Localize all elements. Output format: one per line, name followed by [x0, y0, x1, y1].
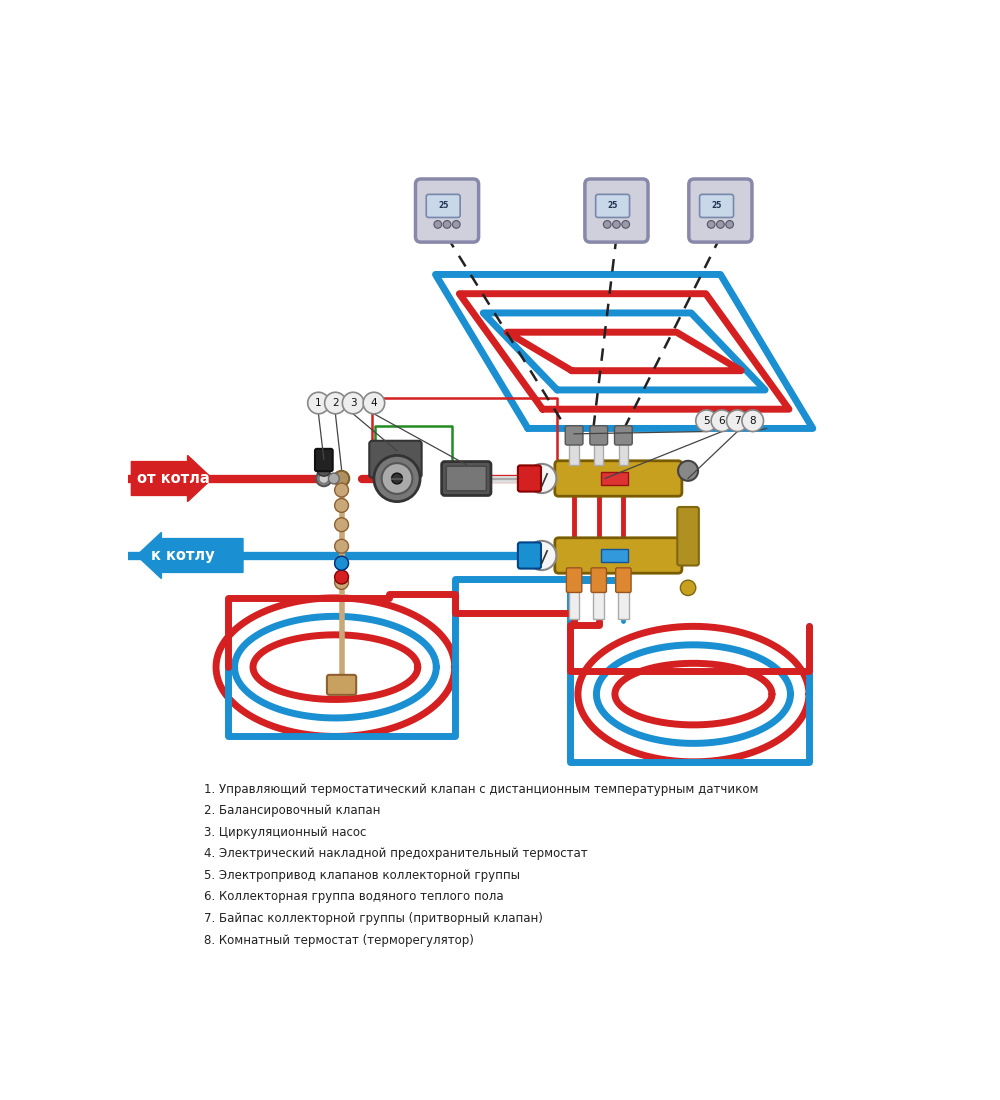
FancyBboxPatch shape	[591, 568, 606, 593]
FancyBboxPatch shape	[615, 426, 632, 446]
Circle shape	[335, 557, 348, 570]
Text: 5. Электропривод клапанов коллекторной группы: 5. Электропривод клапанов коллекторной г…	[205, 869, 520, 882]
FancyBboxPatch shape	[566, 568, 582, 593]
Circle shape	[707, 220, 715, 229]
Text: 3. Циркуляционный насос: 3. Циркуляционный насос	[205, 826, 367, 839]
Bar	[601, 472, 628, 485]
Text: 7. Байпас коллекторной группы (притворный клапан): 7. Байпас коллекторной группы (притворны…	[205, 912, 543, 925]
Text: 2. Балансировочный клапан: 2. Балансировочный клапан	[205, 804, 381, 817]
Circle shape	[726, 220, 733, 229]
Circle shape	[434, 220, 442, 229]
Circle shape	[678, 461, 698, 481]
FancyBboxPatch shape	[585, 179, 648, 242]
FancyBboxPatch shape	[415, 179, 479, 242]
Circle shape	[319, 473, 329, 484]
Circle shape	[711, 410, 733, 431]
Text: 4: 4	[371, 398, 377, 408]
Circle shape	[527, 464, 556, 493]
Circle shape	[334, 471, 349, 486]
Text: 6: 6	[719, 416, 725, 426]
FancyArrow shape	[137, 532, 243, 579]
Text: 8. Комнатный термостат (терморегулятор): 8. Комнатный термостат (терморегулятор)	[205, 934, 474, 947]
Text: 4. Электрический накладной предохранительный термостат: 4. Электрический накладной предохранител…	[205, 847, 588, 860]
FancyBboxPatch shape	[616, 568, 631, 593]
Text: к котлу: к котлу	[151, 548, 215, 563]
FancyBboxPatch shape	[555, 461, 682, 496]
Circle shape	[328, 473, 339, 484]
Circle shape	[308, 393, 329, 414]
Circle shape	[603, 220, 611, 229]
Circle shape	[363, 393, 385, 414]
Text: 7: 7	[734, 416, 741, 426]
Circle shape	[717, 220, 724, 229]
Text: от котла: от котла	[137, 471, 210, 486]
Bar	[618, 580, 629, 618]
FancyBboxPatch shape	[446, 466, 486, 491]
Circle shape	[727, 410, 748, 431]
Circle shape	[335, 575, 348, 590]
Bar	[594, 443, 603, 464]
FancyBboxPatch shape	[590, 426, 608, 446]
FancyBboxPatch shape	[327, 674, 356, 695]
Circle shape	[342, 393, 364, 414]
FancyArrow shape	[131, 455, 212, 502]
Text: 25: 25	[438, 201, 448, 210]
Circle shape	[335, 498, 348, 513]
Circle shape	[317, 462, 331, 476]
FancyBboxPatch shape	[596, 195, 630, 218]
FancyBboxPatch shape	[315, 449, 333, 471]
Circle shape	[527, 541, 556, 570]
Circle shape	[382, 463, 412, 494]
FancyBboxPatch shape	[426, 195, 460, 218]
Circle shape	[443, 220, 451, 229]
Bar	[601, 549, 628, 562]
Bar	[569, 580, 579, 618]
FancyBboxPatch shape	[555, 538, 682, 573]
Text: 25: 25	[607, 201, 618, 210]
Circle shape	[696, 410, 717, 431]
Circle shape	[452, 220, 460, 229]
Circle shape	[335, 483, 348, 497]
FancyBboxPatch shape	[689, 179, 752, 242]
Text: 1: 1	[315, 398, 322, 408]
FancyBboxPatch shape	[442, 462, 491, 495]
FancyBboxPatch shape	[700, 195, 733, 218]
Circle shape	[680, 580, 696, 595]
Circle shape	[316, 471, 332, 486]
Text: 2: 2	[332, 398, 339, 408]
FancyBboxPatch shape	[677, 507, 699, 565]
FancyBboxPatch shape	[369, 441, 422, 477]
FancyBboxPatch shape	[518, 465, 541, 492]
Circle shape	[622, 220, 630, 229]
Circle shape	[335, 518, 348, 531]
Circle shape	[392, 473, 402, 484]
Text: 1. Управляющий термостатический клапан с дистанционным температурным датчиком: 1. Управляющий термостатический клапан с…	[205, 783, 759, 795]
Circle shape	[374, 455, 420, 502]
Bar	[619, 443, 628, 464]
FancyBboxPatch shape	[518, 542, 541, 569]
Text: 25: 25	[711, 201, 722, 210]
Bar	[593, 580, 604, 618]
Text: 8: 8	[749, 416, 756, 426]
Text: 3: 3	[350, 398, 356, 408]
Circle shape	[335, 570, 348, 584]
Circle shape	[325, 393, 346, 414]
Text: 5: 5	[703, 416, 710, 426]
Bar	[569, 443, 579, 464]
Text: 6. Коллекторная группа водяного теплого пола: 6. Коллекторная группа водяного теплого …	[205, 891, 504, 903]
Circle shape	[335, 539, 348, 553]
FancyBboxPatch shape	[565, 426, 583, 446]
Circle shape	[335, 557, 348, 570]
Circle shape	[742, 410, 764, 431]
Circle shape	[613, 220, 620, 229]
